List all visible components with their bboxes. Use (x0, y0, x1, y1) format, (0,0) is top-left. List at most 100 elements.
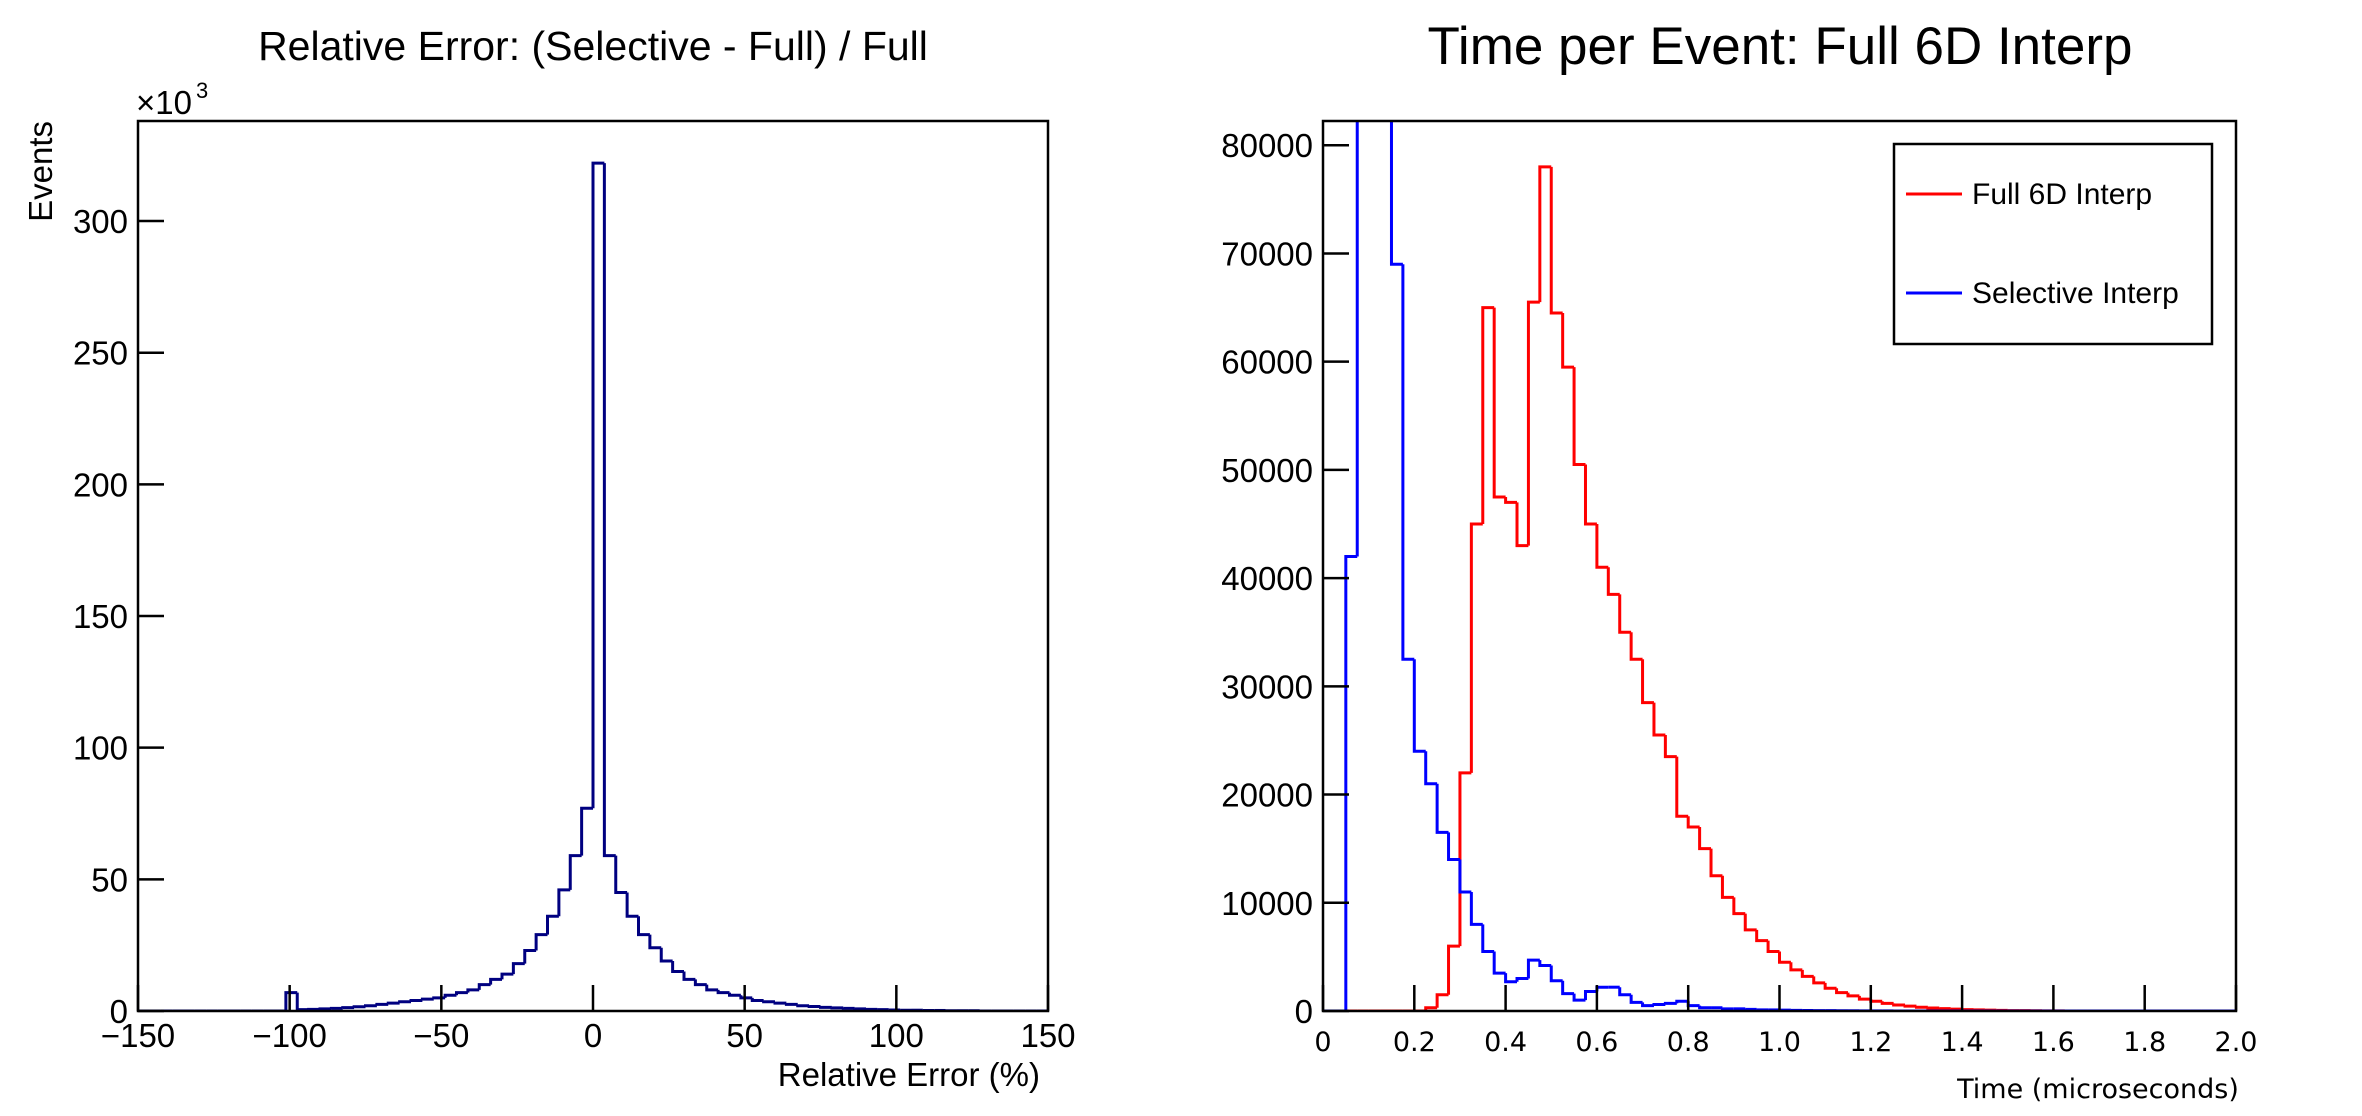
histogram-bin (807, 1005, 821, 1009)
histogram-bin (1435, 993, 1449, 1008)
y-tick-label: 70000 (1221, 235, 1313, 272)
histogram-bin (1800, 969, 1814, 978)
histogram-bin (1561, 312, 1575, 369)
histogram-bin (1686, 816, 1700, 829)
histogram-bin (1504, 496, 1518, 504)
histogram-bin (1583, 990, 1597, 1001)
histogram-bin (693, 979, 707, 987)
histogram-bin (671, 960, 684, 974)
y-tick-label: 250 (73, 335, 128, 372)
histogram-bin (500, 972, 514, 980)
histogram-bin (295, 992, 309, 1011)
y-tick-label: 60000 (1221, 344, 1313, 381)
histogram-bin (1481, 924, 1495, 953)
histogram-bin (580, 806, 593, 856)
histogram-bin (1663, 735, 1677, 759)
histogram-bin (830, 1006, 844, 1010)
histogram-bin (1481, 306, 1495, 525)
histogram-bin (1401, 264, 1415, 661)
histogram-bin (1857, 995, 1871, 1001)
histogram-bin (1869, 999, 1883, 1003)
histogram-bin (716, 989, 730, 995)
x-tick-label: 0 (584, 1017, 602, 1054)
histogram-bin (1469, 522, 1483, 773)
y-tick-label: 80000 (1221, 127, 1313, 164)
histogram-bin (1492, 307, 1506, 499)
histogram-bin (1835, 988, 1848, 995)
histogram-bin (750, 997, 764, 1002)
histogram-bin (1720, 1007, 1734, 1011)
histogram-bin (1949, 1007, 1963, 1011)
legend-label: Full 6D Interp (1972, 178, 2152, 211)
x-tick-label: 1.0 (1758, 1027, 1801, 1058)
histogram-bin (1766, 940, 1780, 953)
histogram-bin (341, 1006, 355, 1010)
histogram-bin (466, 988, 480, 993)
histogram-bin (375, 1002, 389, 1006)
histogram-bin (728, 992, 741, 997)
histogram-bin (1663, 1001, 1677, 1005)
x-tick-label: −150 (101, 1017, 175, 1054)
histogram-bin (1892, 1003, 1906, 1007)
histogram-bin (614, 855, 628, 895)
x-tick-label: 150 (1020, 1017, 1075, 1054)
histogram-bin (1846, 992, 1860, 998)
histogram-bin (1618, 594, 1632, 634)
histogram-bin (557, 888, 571, 917)
histogram-bin (523, 948, 537, 964)
x-tick-label: 0.6 (1575, 1027, 1618, 1058)
histogram-bin (1709, 848, 1723, 878)
histogram-bin (284, 991, 298, 1011)
histogram-bin (1675, 756, 1689, 818)
x-tick-label: 2.0 (2215, 1027, 2258, 1058)
histogram-bin (1447, 944, 1460, 995)
histogram-bin (489, 977, 502, 985)
histogram-bin (1389, 121, 1403, 266)
histogram-bin (659, 947, 673, 963)
histogram-bin (1698, 827, 1712, 851)
histogram-bin (1549, 166, 1563, 315)
x-axis-title: Time (microseconds) (1956, 1074, 2239, 1105)
histogram-bin (1435, 783, 1449, 834)
histogram-bin (1469, 891, 1483, 926)
y-tick-label: 20000 (1221, 777, 1313, 814)
histogram-bin (1572, 367, 1586, 466)
histogram-bin (1778, 951, 1791, 964)
histogram-bin (1447, 832, 1460, 861)
histogram-bin (1355, 121, 1359, 557)
histogram-bin (1732, 897, 1746, 916)
histogram-bin (739, 995, 753, 1000)
histogram-bin (1458, 771, 1472, 947)
histogram-bin (784, 1002, 798, 1006)
histogram-bin (511, 962, 525, 975)
histogram-bin (1755, 929, 1769, 943)
y-tick-label: 50 (91, 861, 128, 898)
plot-area (138, 161, 1048, 1011)
x-tick-label: 100 (869, 1017, 924, 1054)
y-tick-label: 100 (73, 730, 128, 767)
histogram-bin (1515, 977, 1529, 982)
histogram-bin (1595, 985, 1609, 992)
x-tick-label: −100 (252, 1017, 326, 1054)
histogram-bin (443, 993, 457, 998)
histogram-bin (1686, 1001, 1700, 1008)
y-tick-label: 10000 (1221, 885, 1313, 922)
histogram-bin (1583, 464, 1597, 526)
histogram-bin (1789, 962, 1803, 972)
histogram-bin (796, 1004, 810, 1008)
x-tick-label: 1.8 (2123, 1027, 2166, 1058)
histogram-bin (534, 933, 548, 951)
axis-multiplier: ×10 (136, 84, 192, 121)
histogram-bin (1743, 913, 1757, 932)
histogram-bin (705, 984, 719, 992)
histogram-bin (1823, 982, 1837, 990)
y-tick-label: 200 (73, 466, 128, 503)
histogram-bin (352, 1005, 366, 1009)
histogram-bin (762, 1000, 775, 1004)
histogram-bin (455, 991, 468, 996)
histogram-bin (773, 1001, 787, 1005)
histogram-bin (1526, 958, 1540, 979)
histogram-bin (1720, 875, 1734, 899)
histogram-bin (1344, 554, 1358, 1011)
